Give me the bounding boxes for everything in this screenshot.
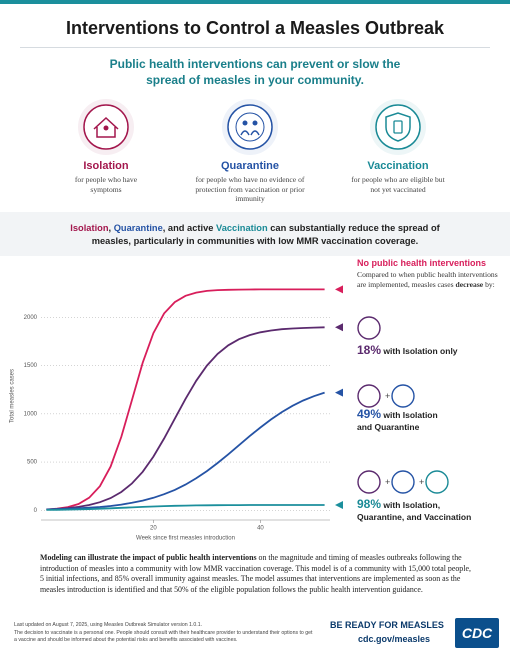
rule	[20, 47, 490, 48]
chart: 0 500 1000 1500 2000 20 40 Week since first mea…	[10, 285, 343, 542]
body-text: Modeling can illustrate the impact of pu…	[40, 553, 472, 595]
annotations: No public health interventions Compared …	[357, 258, 507, 522]
annotation-icons: + + +	[357, 316, 449, 494]
card-title: Isolation	[83, 160, 129, 172]
vaccination-icon	[370, 99, 426, 155]
series-line	[46, 391, 325, 511]
y-tick-label: 1000	[24, 411, 38, 417]
item-text: with Isolation and Quarantine	[357, 410, 438, 432]
card: Quarantine for people who have no evidenc…	[190, 160, 310, 204]
item-pct: 49%	[357, 407, 382, 421]
annotation-item: 18% with Isolation only	[357, 344, 507, 357]
tagline: BE READY FOR MEASLES	[330, 620, 444, 630]
svg-text:+: +	[385, 477, 390, 487]
end-marker	[335, 323, 343, 332]
annotation-heading: No public health interventions	[357, 258, 487, 268]
card-title: Quarantine	[220, 160, 280, 172]
url[interactable]: cdc.gov/measles	[358, 634, 431, 644]
body-part: on the magnitude and timing of measles o…	[40, 553, 471, 594]
statement-part: Quarantine	[113, 223, 163, 233]
series-line	[46, 326, 325, 511]
series-line	[46, 288, 325, 511]
subtitle: Public health interventions can prevent …	[109, 57, 401, 87]
card: Isolation for people who have symptoms	[46, 160, 166, 194]
card-desc: for people who have symptoms	[74, 175, 138, 194]
title: Interventions to Control a Measles Outbr…	[65, 18, 445, 38]
logo: CDC	[455, 618, 499, 648]
top-bar	[0, 0, 510, 4]
y-tick-label: 0	[34, 508, 38, 514]
end-marker	[335, 388, 343, 397]
svg-text:+: +	[385, 391, 390, 401]
end-marker	[335, 501, 343, 510]
statement-part: can substantially reduce the spread of m…	[91, 223, 440, 246]
svg-text:+: +	[419, 477, 424, 487]
item-text: with Isolation, Quarantine, and Vaccinat…	[357, 500, 472, 522]
item-text: with Isolation only	[381, 346, 458, 356]
y-axis-label: Total measles cases	[10, 369, 16, 423]
statement-part: Vaccination	[216, 223, 268, 233]
card-icons	[78, 99, 426, 155]
item-pct: 98%	[357, 497, 382, 511]
intro-part: decrease	[455, 279, 484, 289]
end-marker	[335, 285, 343, 294]
y-tick-label: 1500	[24, 363, 38, 369]
body-part: Modeling can illustrate the impact of pu…	[40, 553, 257, 562]
statement-part: , and active	[162, 223, 216, 233]
statement-band	[0, 212, 510, 256]
intro-part: Compared to when public health intervent…	[357, 270, 498, 289]
card-desc: for people who are eligible but not yet …	[351, 175, 445, 194]
card: Vaccination for people who are eligible b…	[338, 160, 458, 194]
x-tick-label: 40	[257, 526, 264, 532]
isolation-icon	[78, 99, 134, 155]
y-tick-label: 2000	[24, 315, 38, 321]
updated: Last updated on August 7, 2025, using Me…	[14, 622, 203, 628]
annotation-item: 49% with Isolation and Quarantine	[357, 408, 447, 433]
statement-part: ,	[108, 223, 114, 233]
x-tick-label: 20	[150, 526, 157, 532]
statement: Isolation, Quarantine, and active Vaccin…	[60, 222, 450, 248]
x-axis-label: Week since first measles introduction	[136, 536, 235, 542]
disclaimer: The decision to vaccinate is a personal …	[14, 630, 313, 643]
intro-part: by:	[483, 279, 495, 289]
statement-part: Isolation	[70, 223, 109, 233]
quarantine-icon	[222, 99, 278, 155]
card-title: Vaccination	[367, 160, 429, 172]
annotation-intro: Compared to when public health intervent…	[357, 270, 507, 289]
series-line	[46, 504, 325, 511]
item-pct: 18%	[357, 343, 382, 357]
annotation-item: 98% with Isolation, Quarantine, and Vacc…	[357, 498, 487, 523]
y-tick-label: 500	[27, 460, 38, 466]
card-desc: for people who have no evidence of prote…	[195, 175, 305, 203]
